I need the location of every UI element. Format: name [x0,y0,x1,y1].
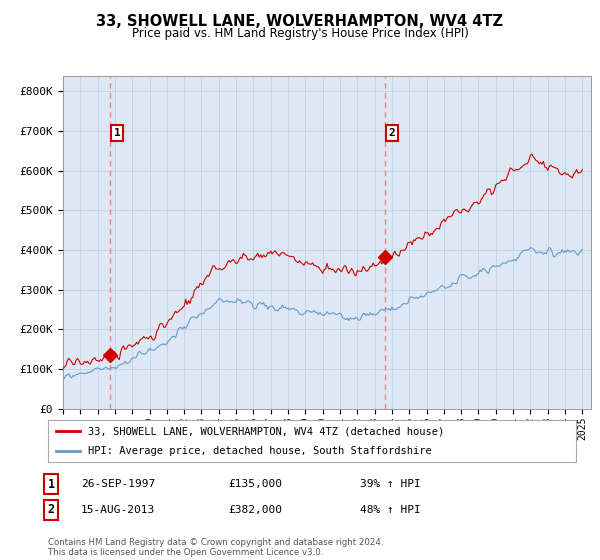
Text: 2: 2 [389,128,395,138]
Text: 26-SEP-1997: 26-SEP-1997 [81,479,155,489]
Text: £135,000: £135,000 [228,479,282,489]
Text: 48% ↑ HPI: 48% ↑ HPI [360,505,421,515]
Text: £382,000: £382,000 [228,505,282,515]
Text: 33, SHOWELL LANE, WOLVERHAMPTON, WV4 4TZ: 33, SHOWELL LANE, WOLVERHAMPTON, WV4 4TZ [97,14,503,29]
Text: 33, SHOWELL LANE, WOLVERHAMPTON, WV4 4TZ (detached house): 33, SHOWELL LANE, WOLVERHAMPTON, WV4 4TZ… [88,426,444,436]
Text: 15-AUG-2013: 15-AUG-2013 [81,505,155,515]
Text: Price paid vs. HM Land Registry's House Price Index (HPI): Price paid vs. HM Land Registry's House … [131,27,469,40]
Text: 39% ↑ HPI: 39% ↑ HPI [360,479,421,489]
Text: HPI: Average price, detached house, South Staffordshire: HPI: Average price, detached house, Sout… [88,446,431,456]
Text: Contains HM Land Registry data © Crown copyright and database right 2024.
This d: Contains HM Land Registry data © Crown c… [48,538,383,557]
Text: 2: 2 [47,503,55,516]
Text: 1: 1 [114,128,121,138]
Text: 1: 1 [47,478,55,491]
